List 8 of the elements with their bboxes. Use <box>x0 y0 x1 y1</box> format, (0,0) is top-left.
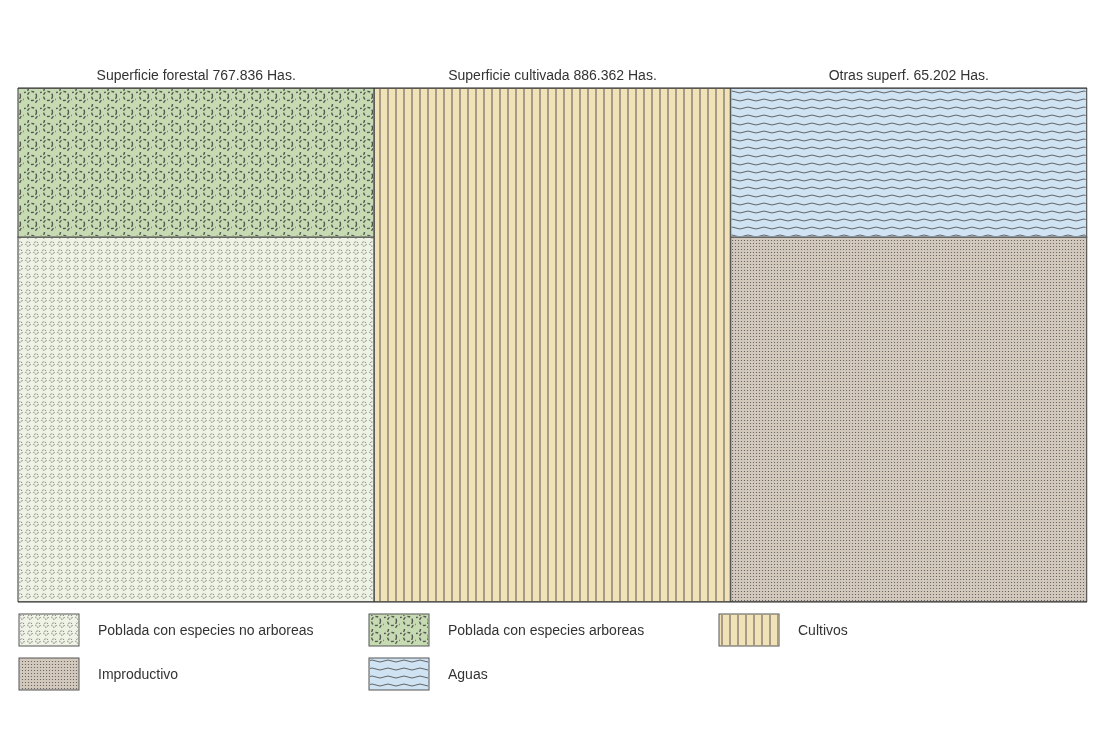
legend-label: Aguas <box>448 666 488 682</box>
x-tick-label: Superficie cultivada 886.362 Has. <box>448 67 657 83</box>
legend-label: Poblada con especies arboreas <box>448 622 645 638</box>
legend-label: Cultivos <box>798 622 848 638</box>
legend-label: Poblada con especies no arboreas <box>98 622 314 638</box>
x-tick-label: Otras superf. 65.202 Has. <box>828 67 989 83</box>
x-tick-label: Superficie forestal 767.836 Has. <box>96 67 296 83</box>
legend-label: Improductivo <box>98 666 179 682</box>
